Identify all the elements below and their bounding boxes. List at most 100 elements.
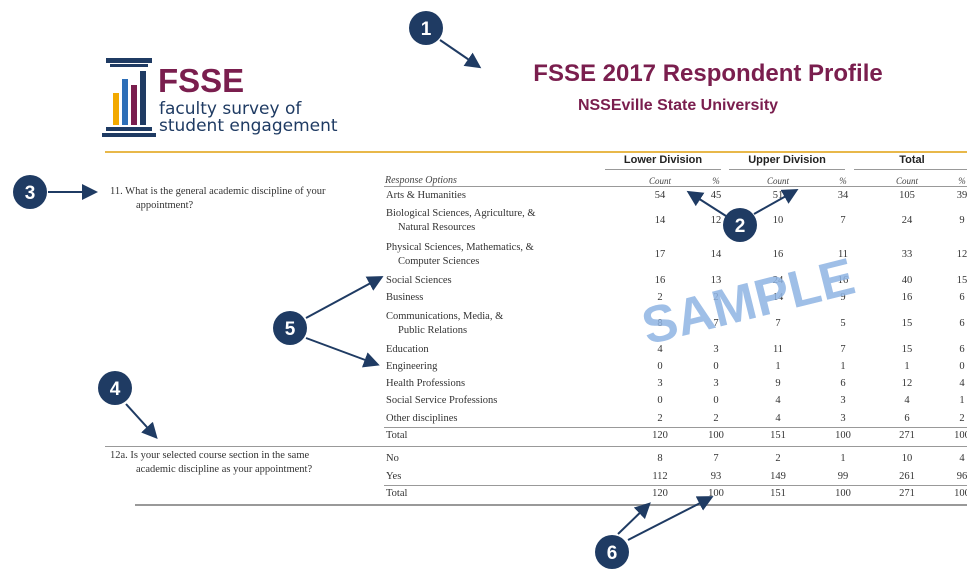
response-option: Business — [386, 292, 424, 304]
value-cell: 96 — [956, 470, 967, 482]
subtitle: NSSEville State University — [577, 97, 779, 114]
response-option: Total — [386, 487, 408, 499]
response-option: Computer Sciences — [398, 256, 480, 268]
value-cell: 6 — [840, 378, 846, 390]
title: FSSE 2017 Respondent Profile — [533, 60, 883, 87]
value-cell: 1 — [840, 360, 846, 372]
value-cell: 3 — [713, 343, 719, 355]
value-cell: 1 — [775, 360, 781, 372]
response-option: Biological Sciences, Agriculture, & — [386, 208, 536, 220]
value-cell: 4 — [904, 395, 910, 407]
callout: 5 — [273, 311, 307, 345]
value-cell: 3 — [840, 412, 846, 424]
value-cell: 7 — [840, 343, 846, 355]
value-cell: 100 — [954, 487, 967, 499]
value-cell: 39 — [956, 189, 967, 201]
response-option: Public Relations — [398, 324, 468, 336]
callout-number: 1 — [421, 19, 432, 40]
value-cell: 271 — [899, 487, 915, 499]
value-cell: 6 — [959, 343, 965, 355]
question-text: 12a. Is your selected course section in … — [110, 449, 310, 461]
callout: 4 — [98, 371, 132, 405]
callout-number: 5 — [285, 319, 296, 340]
value-cell: 15 — [901, 343, 913, 355]
value-cell: 14 — [710, 249, 722, 261]
value-cell: 9 — [775, 378, 781, 390]
value-cell: 11 — [837, 249, 849, 261]
subheader: % — [839, 176, 847, 186]
value-cell: 5 — [840, 317, 846, 329]
question-text: academic discipline as your appointment? — [136, 463, 313, 475]
value-cell: 16 — [901, 292, 913, 304]
value-cell: 7 — [775, 317, 781, 329]
group-rule — [605, 169, 721, 170]
value-cell: 100 — [835, 487, 851, 499]
subheader: % — [958, 176, 966, 186]
value-cell: 12 — [956, 249, 967, 261]
value-cell: 2 — [713, 412, 719, 424]
value-cell: 16 — [772, 249, 784, 261]
value-cell: 12 — [901, 378, 913, 390]
value-cell: 2 — [775, 453, 781, 465]
callout-number: 6 — [607, 543, 618, 564]
response-option: Communications, Media, & — [386, 310, 504, 322]
value-cell: 13 — [710, 274, 722, 286]
value-cell: 151 — [770, 487, 786, 499]
value-cell: 149 — [770, 470, 786, 482]
value-cell: 34 — [837, 189, 849, 201]
response-option: Other disciplines — [386, 412, 458, 424]
value-cell: 11 — [772, 343, 784, 355]
response-option: Natural Resources — [398, 222, 476, 234]
column-group: Lower Division — [623, 154, 703, 166]
value-cell: 1 — [959, 395, 965, 407]
question-rule — [105, 445, 967, 447]
callout-badge — [723, 208, 757, 242]
value-cell: 120 — [652, 487, 668, 499]
value-cell: 10 — [772, 215, 784, 227]
value-cell: 9 — [959, 215, 965, 227]
callout-badge — [98, 371, 132, 405]
column-group: Total — [899, 154, 925, 166]
value-cell: 261 — [899, 470, 915, 482]
column-group: Upper Division — [748, 154, 826, 166]
group-rule — [729, 169, 845, 170]
value-cell: 112 — [652, 470, 668, 482]
question-text: appointment? — [136, 200, 194, 211]
value-cell: 6 — [904, 412, 910, 424]
value-cell: 4 — [959, 453, 965, 465]
response-option: Yes — [386, 470, 402, 482]
logo-tagline: student engagement — [159, 116, 338, 136]
value-cell: 1 — [904, 360, 910, 372]
total-rule — [384, 427, 967, 429]
value-cell: 40 — [901, 274, 913, 286]
value-cell: 0 — [713, 395, 719, 407]
subheader: Count — [648, 176, 671, 186]
callout: 6 — [595, 535, 629, 569]
value-cell: 10 — [901, 453, 913, 465]
callout-number: 3 — [25, 183, 36, 204]
value-cell: 15 — [901, 317, 913, 329]
callout: 3 — [13, 175, 47, 209]
logo-tagline: faculty survey of — [159, 99, 302, 119]
response-option: Arts & Humanities — [386, 189, 466, 201]
value-cell: 100 — [708, 430, 724, 442]
value-cell: 12 — [710, 215, 722, 227]
value-cell: 4 — [775, 395, 781, 407]
subheader: % — [712, 176, 720, 186]
value-cell: 93 — [710, 470, 722, 482]
response-option: Education — [386, 343, 429, 355]
value-cell: 100 — [835, 430, 851, 442]
value-cell: 54 — [654, 189, 666, 201]
response-option: Health Professions — [386, 378, 466, 390]
logo-icon — [102, 58, 156, 137]
callout-badge — [409, 11, 443, 45]
subheader: Response Options — [385, 175, 457, 186]
value-cell: 17 — [654, 249, 666, 261]
value-cell: 9 — [840, 292, 846, 304]
value-cell: 100 — [954, 430, 967, 442]
response-option: Engineering — [386, 360, 438, 372]
value-cell: 0 — [657, 360, 663, 372]
group-rule — [854, 169, 967, 170]
